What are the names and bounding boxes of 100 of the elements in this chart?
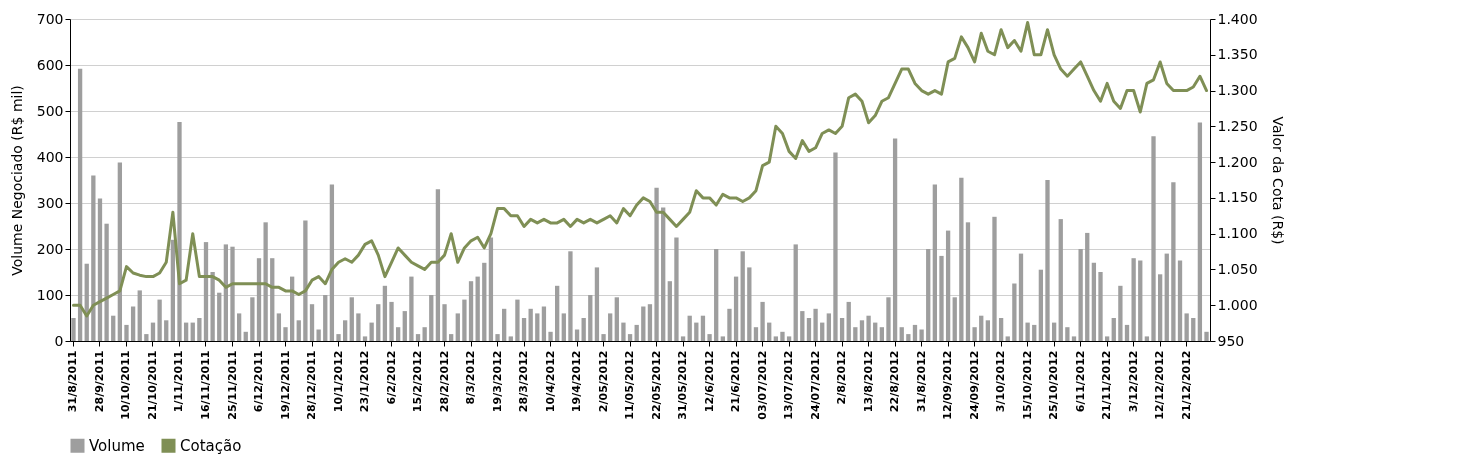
bar bbox=[621, 322, 626, 341]
bar bbox=[415, 334, 421, 341]
bar bbox=[210, 272, 215, 341]
bar bbox=[873, 322, 878, 341]
bar bbox=[435, 189, 441, 341]
bar bbox=[939, 255, 944, 341]
bar bbox=[144, 334, 149, 341]
bar bbox=[1138, 260, 1143, 341]
bar bbox=[548, 331, 553, 341]
bar bbox=[177, 122, 182, 341]
bar bbox=[495, 334, 500, 341]
x-tick-label: 25/11/2011 bbox=[225, 350, 239, 420]
bar bbox=[1118, 285, 1123, 341]
bar bbox=[1098, 272, 1103, 341]
x-tick-label: 21/6/2012 bbox=[729, 350, 743, 413]
bar bbox=[376, 304, 381, 341]
bar bbox=[1164, 253, 1169, 341]
bar bbox=[959, 177, 964, 341]
y2-tick-label: 1.150 bbox=[1217, 189, 1258, 206]
x-tick-label: 31/8/2011 bbox=[66, 350, 80, 413]
bar bbox=[183, 322, 189, 341]
bar bbox=[1204, 331, 1209, 341]
x-tick-label: 12/6/2012 bbox=[702, 350, 716, 413]
bar bbox=[1051, 322, 1057, 341]
bar bbox=[164, 320, 169, 341]
bar bbox=[429, 295, 434, 341]
bar bbox=[369, 322, 374, 341]
bar bbox=[608, 313, 613, 341]
x-tick-label: 16/11/2011 bbox=[199, 350, 212, 420]
bar bbox=[296, 320, 301, 341]
bar bbox=[561, 313, 566, 341]
bar bbox=[1038, 269, 1044, 341]
bar bbox=[449, 334, 454, 341]
bar bbox=[1111, 318, 1116, 341]
y-tick-label: 500 bbox=[36, 102, 64, 119]
x-tick-label: 6/2/2012 bbox=[384, 350, 398, 405]
x-tick-label: 2/8/2012 bbox=[835, 350, 849, 405]
bar bbox=[203, 242, 209, 341]
bar bbox=[455, 313, 460, 341]
x-tick-label: 3/10/2012 bbox=[994, 350, 1008, 413]
y2-tick-label: 1.300 bbox=[1217, 82, 1258, 99]
x-tick-label: 12/09/2012 bbox=[941, 350, 955, 420]
bar bbox=[760, 301, 765, 341]
bar bbox=[581, 318, 586, 341]
bar bbox=[727, 308, 732, 341]
bar bbox=[680, 336, 686, 341]
x-tick-label: 31/8/2012 bbox=[914, 350, 928, 413]
bar bbox=[170, 239, 176, 341]
y2-tick-label: 1.400 bbox=[1217, 10, 1258, 27]
bar bbox=[1124, 324, 1130, 341]
bar bbox=[879, 327, 884, 341]
bar bbox=[402, 311, 407, 341]
bar bbox=[256, 258, 262, 341]
bar bbox=[1197, 122, 1203, 341]
bar bbox=[661, 207, 666, 341]
x-tick-label: 10/1/2012 bbox=[331, 350, 345, 413]
bar bbox=[833, 152, 838, 341]
bar bbox=[892, 138, 898, 341]
x-tick-label: 24/07/2012 bbox=[808, 350, 822, 420]
bar bbox=[853, 327, 858, 341]
bar bbox=[740, 251, 745, 341]
bar bbox=[71, 318, 76, 341]
bar bbox=[1191, 318, 1196, 341]
x-tick-label: 15/2/2012 bbox=[411, 350, 425, 413]
x-tick-label: 8/3/2012 bbox=[464, 350, 478, 405]
bar bbox=[1184, 313, 1189, 341]
bar bbox=[886, 297, 891, 341]
x-tick-label: 21/10/2011 bbox=[145, 350, 159, 420]
bar bbox=[475, 276, 480, 341]
y2-tick-label: 950 bbox=[1217, 332, 1245, 349]
y2-tick-label: 1.100 bbox=[1217, 225, 1258, 242]
bar bbox=[1071, 336, 1077, 341]
x-tick-label: 28/12/2011 bbox=[305, 350, 319, 420]
x-tick-label: 03/07/2012 bbox=[755, 350, 769, 420]
x-tick-label: 19/3/2012 bbox=[490, 350, 504, 413]
bar bbox=[714, 249, 719, 341]
bar bbox=[217, 292, 222, 341]
bar bbox=[899, 327, 904, 341]
bar bbox=[283, 327, 288, 341]
x-tick-label: 25/10/2012 bbox=[1047, 350, 1061, 420]
bar bbox=[137, 290, 142, 341]
y-tick-label: 0 bbox=[54, 332, 64, 349]
x-tick-label: 2/05/2012 bbox=[596, 350, 610, 413]
bar bbox=[627, 334, 633, 341]
legend-label: Cotação bbox=[180, 436, 242, 455]
bar bbox=[674, 237, 679, 341]
bar bbox=[866, 315, 871, 341]
x-tick-label: 28/3/2012 bbox=[517, 350, 531, 413]
x-tick-label: 6/11/2012 bbox=[1073, 350, 1087, 413]
bar bbox=[945, 230, 951, 341]
bar bbox=[747, 267, 752, 341]
bar bbox=[1045, 180, 1050, 341]
bar bbox=[349, 297, 354, 341]
x-tick-label: 10/10/2011 bbox=[119, 350, 133, 420]
bar bbox=[972, 327, 977, 341]
bar bbox=[786, 336, 792, 341]
bar bbox=[223, 244, 229, 341]
bar bbox=[846, 301, 851, 341]
bar bbox=[528, 308, 533, 341]
bar bbox=[442, 304, 447, 341]
